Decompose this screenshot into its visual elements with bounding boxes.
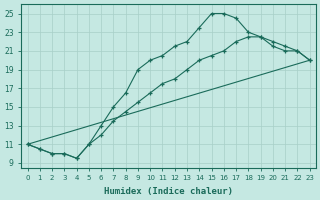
X-axis label: Humidex (Indice chaleur): Humidex (Indice chaleur) [104, 187, 233, 196]
